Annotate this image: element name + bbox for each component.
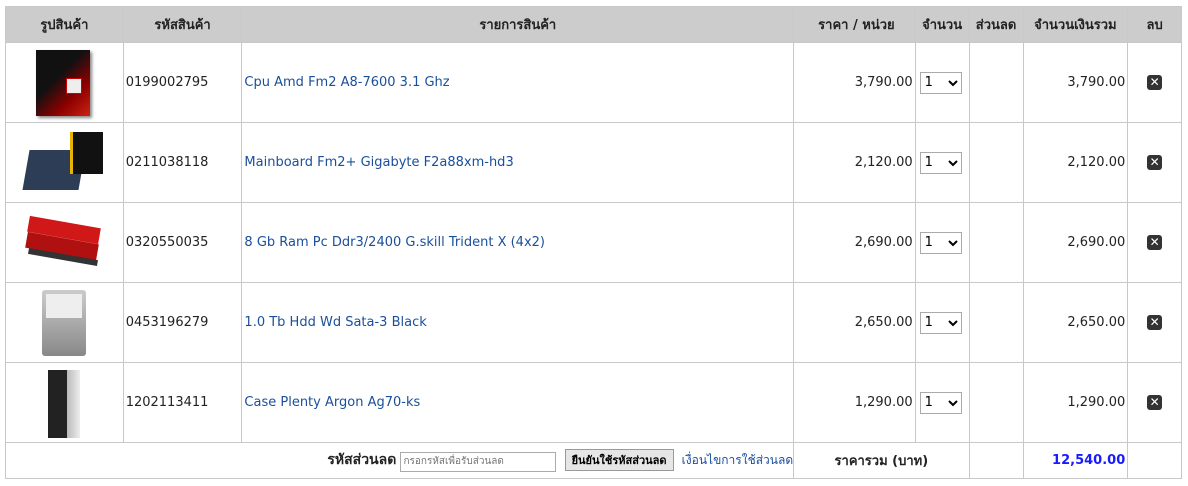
table-row: 0320550035 8 Gb Ram Pc Ddr3/2400 G.skill… [5, 202, 1182, 283]
product-name-link[interactable]: 1.0 Tb Hdd Wd Sata-3 Black [244, 315, 427, 330]
discount-cell [968, 282, 1024, 363]
discount-cell [968, 122, 1024, 203]
product-image [24, 208, 104, 278]
delete-icon[interactable]: ✕ [1147, 75, 1163, 90]
unit-price: 2,690.00 [793, 202, 916, 283]
product-name-link[interactable]: Case Plenty Argon Ag70-ks [244, 395, 421, 410]
quantity-select[interactable]: 1 [919, 71, 962, 94]
product-code: 0320550035 [122, 202, 243, 283]
discount-cell [968, 202, 1024, 283]
table-row: 0453196279 1.0 Tb Hdd Wd Sata-3 Black 2,… [5, 282, 1182, 363]
product-image [22, 128, 104, 198]
product-image [24, 48, 104, 118]
footer-row: รหัสส่วนลด ยืนยันใช้รหัสส่วนลด เงื่อนไขก… [4, 442, 1182, 479]
product-image [24, 288, 104, 358]
line-total: 3,790.00 [1022, 42, 1129, 123]
quantity-select[interactable]: 1 [919, 231, 962, 254]
grand-total-value: 12,540.00 [1022, 442, 1129, 479]
delete-icon[interactable]: ✕ [1147, 235, 1163, 250]
unit-price: 3,790.00 [793, 42, 916, 123]
quantity-select[interactable]: 1 [919, 151, 962, 174]
cart-table: รูปสินค้า รหัสสินค้า รายการสินค้า ราคา /… [4, 6, 1182, 479]
table-row: 0199002795 Cpu Amd Fm2 A8-7600 3.1 Ghz 3… [5, 42, 1182, 123]
apply-discount-button[interactable]: ยืนยันใช้รหัสส่วนลด [564, 449, 674, 472]
table-row: 1202113411 Case Plenty Argon Ag70-ks 1,2… [5, 362, 1182, 443]
line-total: 2,120.00 [1022, 122, 1129, 203]
header-image: รูปสินค้า [5, 6, 124, 43]
discount-code-label: รหัสส่วนลด [327, 452, 397, 469]
header-price: ราคา / หน่วย [793, 6, 916, 43]
delete-icon[interactable]: ✕ [1147, 315, 1163, 330]
unit-price: 2,650.00 [793, 282, 916, 363]
header-discount: ส่วนลด [968, 6, 1024, 43]
header-total: จำนวนเงินรวม [1022, 6, 1129, 43]
quantity-select[interactable]: 1 [919, 311, 962, 334]
product-code: 0211038118 [122, 122, 243, 203]
unit-price: 1,290.00 [793, 362, 916, 443]
header-qty: จำนวน [914, 6, 970, 43]
delete-icon[interactable]: ✕ [1147, 155, 1163, 170]
discount-cell [968, 362, 1024, 443]
product-code: 0199002795 [122, 42, 243, 123]
product-image [24, 368, 104, 438]
header-code: รหัสสินค้า [122, 6, 243, 43]
line-total: 2,650.00 [1022, 282, 1129, 363]
discount-cell [968, 42, 1024, 123]
discount-conditions-link[interactable]: เงื่อนไขการใช้ส่วนลด [681, 453, 794, 468]
product-name-link[interactable]: Mainboard Fm2+ Gigabyte F2a88xm-hd3 [244, 155, 514, 170]
line-total: 2,690.00 [1022, 202, 1129, 283]
quantity-select[interactable]: 1 [919, 391, 962, 414]
product-code: 1202113411 [122, 362, 243, 443]
unit-price: 2,120.00 [793, 122, 916, 203]
header-delete: ลบ [1127, 6, 1182, 43]
discount-code-input[interactable] [400, 451, 557, 472]
product-name-link[interactable]: Cpu Amd Fm2 A8-7600 3.1 Ghz [244, 75, 450, 90]
delete-icon[interactable]: ✕ [1147, 395, 1163, 410]
product-name-link[interactable]: 8 Gb Ram Pc Ddr3/2400 G.skill Trident X … [244, 235, 545, 250]
product-code: 0453196279 [122, 282, 243, 363]
grand-total-label: ราคารวม (บาท) [793, 442, 970, 479]
line-total: 1,290.00 [1022, 362, 1129, 443]
table-row: 0211038118 Mainboard Fm2+ Gigabyte F2a88… [5, 122, 1182, 203]
header-name: รายการสินค้า [241, 6, 795, 43]
header-row: รูปสินค้า รหัสสินค้า รายการสินค้า ราคา /… [5, 6, 1182, 43]
